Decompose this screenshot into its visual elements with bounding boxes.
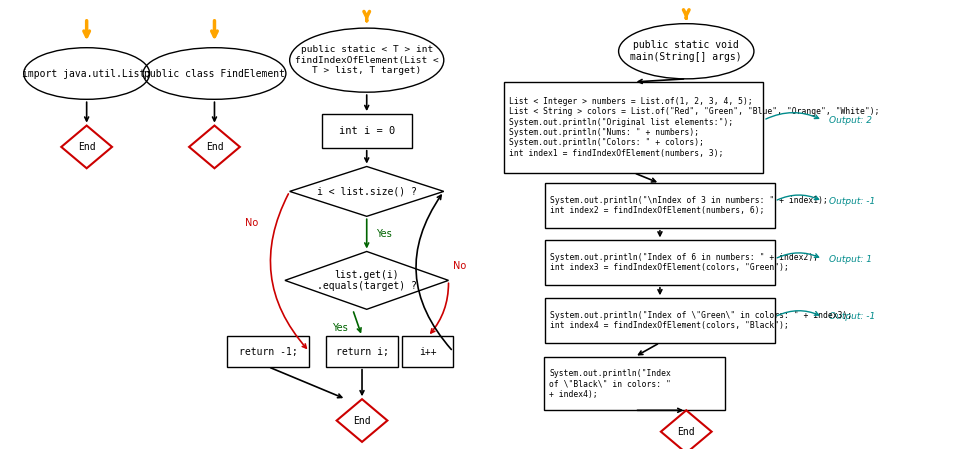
Text: System.out.println("Index
of \"Black\" in colors: "
+ index4);: System.out.println("Index of \"Black\" i…	[550, 369, 671, 399]
Text: public static < T > int
findIndexOfElement(List <
T > list, T target): public static < T > int findIndexOfEleme…	[294, 45, 438, 75]
Text: import java.util.List;: import java.util.List;	[22, 69, 152, 79]
Text: No: No	[454, 262, 466, 271]
Text: Output: 2: Output: 2	[830, 116, 872, 125]
FancyBboxPatch shape	[546, 183, 775, 228]
Text: End: End	[353, 415, 371, 425]
Text: Output: -1: Output: -1	[830, 197, 876, 206]
Text: i < list.size() ?: i < list.size() ?	[316, 187, 416, 197]
FancyBboxPatch shape	[321, 114, 411, 148]
Text: System.out.println("\nIndex of 3 in numbers: " + index1);
int index2 = findIndex: System.out.println("\nIndex of 3 in numb…	[550, 196, 828, 215]
FancyBboxPatch shape	[545, 357, 725, 410]
Text: End: End	[677, 427, 695, 437]
FancyBboxPatch shape	[503, 82, 763, 173]
Text: System.out.println("Index of 6 in numbers: " + index2);
int index3 = findIndexOf: System.out.println("Index of 6 in number…	[550, 253, 818, 272]
Text: No: No	[246, 217, 259, 227]
Text: System.out.println("Index of \"Green\" in colors: " + index3);
int index4 = find: System.out.println("Index of \"Green\" i…	[550, 311, 853, 330]
Text: list.get(i)
.equals(target) ?: list.get(i) .equals(target) ?	[316, 270, 416, 291]
Text: return i;: return i;	[336, 346, 388, 356]
Text: return -1;: return -1;	[239, 346, 297, 356]
FancyBboxPatch shape	[326, 336, 398, 367]
Text: End: End	[205, 142, 223, 152]
Text: Yes: Yes	[376, 229, 392, 239]
FancyBboxPatch shape	[546, 298, 775, 343]
Text: Yes: Yes	[332, 323, 348, 333]
Text: End: End	[78, 142, 96, 152]
FancyBboxPatch shape	[403, 336, 454, 367]
FancyBboxPatch shape	[546, 240, 775, 285]
Text: Output: -1: Output: -1	[830, 312, 876, 321]
Text: int i = 0: int i = 0	[339, 126, 395, 136]
Text: public class FindElement: public class FindElement	[144, 69, 285, 79]
FancyBboxPatch shape	[226, 336, 310, 367]
Text: public static void
main(String[] args): public static void main(String[] args)	[630, 40, 742, 62]
Text: List < Integer > numbers = List.of(1, 2, 3, 4, 5);
List < String > colors = List: List < Integer > numbers = List.of(1, 2,…	[508, 97, 879, 158]
Text: Output: 1: Output: 1	[830, 255, 872, 263]
Text: i++: i++	[419, 346, 436, 356]
